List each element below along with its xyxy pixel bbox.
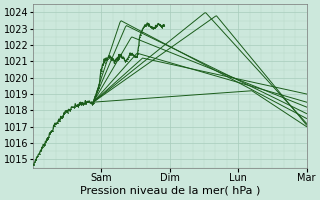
- X-axis label: Pression niveau de la mer( hPa ): Pression niveau de la mer( hPa ): [80, 186, 260, 196]
